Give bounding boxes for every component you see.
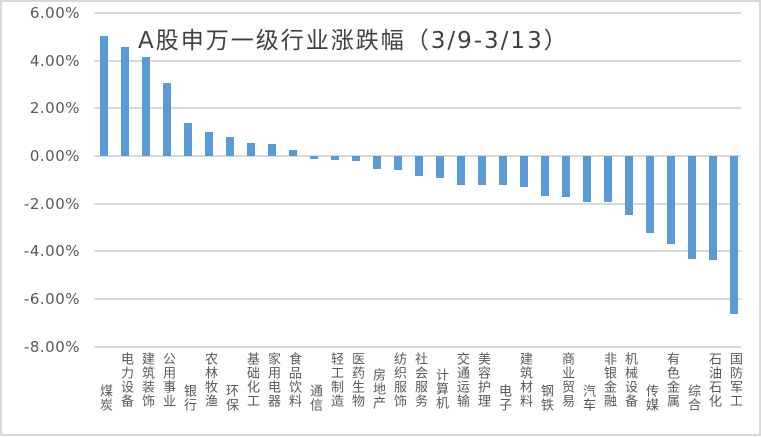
gridline — [94, 346, 741, 348]
bar-传媒 — [646, 156, 654, 233]
x-axis-category-label: 农林牧渔 — [202, 352, 217, 408]
bar-环保 — [226, 136, 234, 156]
x-axis-category-label: 建筑装饰 — [139, 352, 154, 408]
x-axis-category-label: 美容护理 — [475, 352, 490, 408]
bar-建筑材料 — [520, 156, 528, 187]
bar-煤炭 — [100, 35, 108, 156]
bar-石油石化 — [709, 156, 717, 260]
chart-title: A股申万一级行业涨跌幅（3/9-3/13） — [138, 28, 569, 54]
y-axis-tick-label: 4.00% — [29, 52, 80, 70]
bar-医药生物 — [352, 156, 360, 162]
x-axis-category-label: 基础化工 — [244, 352, 259, 408]
x-axis-category-label: 钢铁 — [538, 384, 553, 412]
bar-银行 — [184, 122, 192, 156]
bar-房地产 — [373, 156, 381, 170]
y-axis-tick-label: -4.00% — [23, 242, 80, 260]
x-axis-category-label: 传媒 — [643, 384, 658, 412]
x-axis-category-label: 房地产 — [370, 368, 385, 410]
x-axis-category-label: 交通运输 — [454, 352, 469, 408]
x-axis-category-label: 汽车 — [580, 384, 595, 412]
y-axis-tick-label: -2.00% — [23, 195, 80, 213]
bar-基础化工 — [247, 143, 255, 156]
bar-机械设备 — [625, 156, 633, 215]
x-axis-category-label: 石油石化 — [706, 352, 721, 408]
x-axis-category-label: 计算机 — [433, 368, 448, 410]
bar-社会服务 — [415, 156, 423, 176]
x-axis-category-label: 国防军工 — [727, 352, 742, 408]
y-axis-tick-label: 2.00% — [29, 99, 80, 117]
bar-食品饮料 — [289, 149, 297, 156]
bar-钢铁 — [541, 156, 549, 197]
bar-通信 — [310, 156, 318, 159]
bar-综合 — [688, 156, 696, 259]
bar-电子 — [499, 156, 507, 185]
bar-农林牧渔 — [205, 131, 213, 156]
bar-计算机 — [436, 156, 444, 178]
y-axis-tick-label: -6.00% — [23, 290, 80, 308]
x-axis-category-label: 家用电器 — [265, 352, 280, 408]
bar-有色金属 — [667, 156, 675, 244]
x-axis-category-label: 煤炭 — [97, 384, 112, 412]
x-axis-category-label: 社会服务 — [412, 352, 427, 408]
bar-电力设备 — [121, 46, 129, 156]
bar-纺织服饰 — [394, 156, 402, 170]
x-axis-category-label: 机械设备 — [622, 352, 637, 408]
x-axis-category-label: 环保 — [223, 384, 238, 412]
x-axis-category-label: 商业贸易 — [559, 352, 574, 408]
x-axis-category-label: 银行 — [181, 384, 196, 412]
x-axis-category-label: 通信 — [307, 384, 322, 412]
gridline — [94, 12, 741, 14]
bar-建筑装饰 — [142, 57, 150, 156]
bar-轻工制造 — [331, 156, 339, 160]
x-axis-category-label: 轻工制造 — [328, 352, 343, 408]
x-axis-category-label: 纺织服饰 — [391, 352, 406, 408]
gridline — [94, 250, 741, 252]
y-axis-tick-label: 0.00% — [29, 147, 80, 165]
bar-非银金融 — [604, 156, 612, 203]
bar-美容护理 — [478, 156, 486, 185]
bar-国防军工 — [730, 156, 738, 315]
gridline — [94, 60, 741, 62]
gridline — [94, 203, 741, 205]
gridline — [94, 107, 741, 109]
bar-家用电器 — [268, 144, 276, 156]
bar-商业贸易 — [562, 156, 570, 198]
x-axis-category-label: 医药生物 — [349, 352, 364, 408]
x-axis-category-label: 综合 — [685, 384, 700, 412]
x-axis-category-label: 电力设备 — [118, 352, 133, 408]
bar-汽车 — [583, 156, 591, 203]
x-axis-category-label: 公用事业 — [160, 352, 175, 408]
x-axis-category-label: 有色金属 — [664, 352, 679, 408]
x-axis-category-label: 电子 — [496, 384, 511, 412]
x-axis-category-label: 建筑材料 — [517, 352, 532, 408]
y-axis-tick-label: 6.00% — [29, 4, 80, 22]
x-axis-category-label: 非银金融 — [601, 352, 616, 408]
bar-交通运输 — [457, 156, 465, 185]
gridline — [94, 298, 741, 300]
x-axis-category-label: 食品饮料 — [286, 352, 301, 408]
bar-公用事业 — [163, 82, 171, 156]
y-axis-tick-label: -8.00% — [23, 338, 80, 356]
